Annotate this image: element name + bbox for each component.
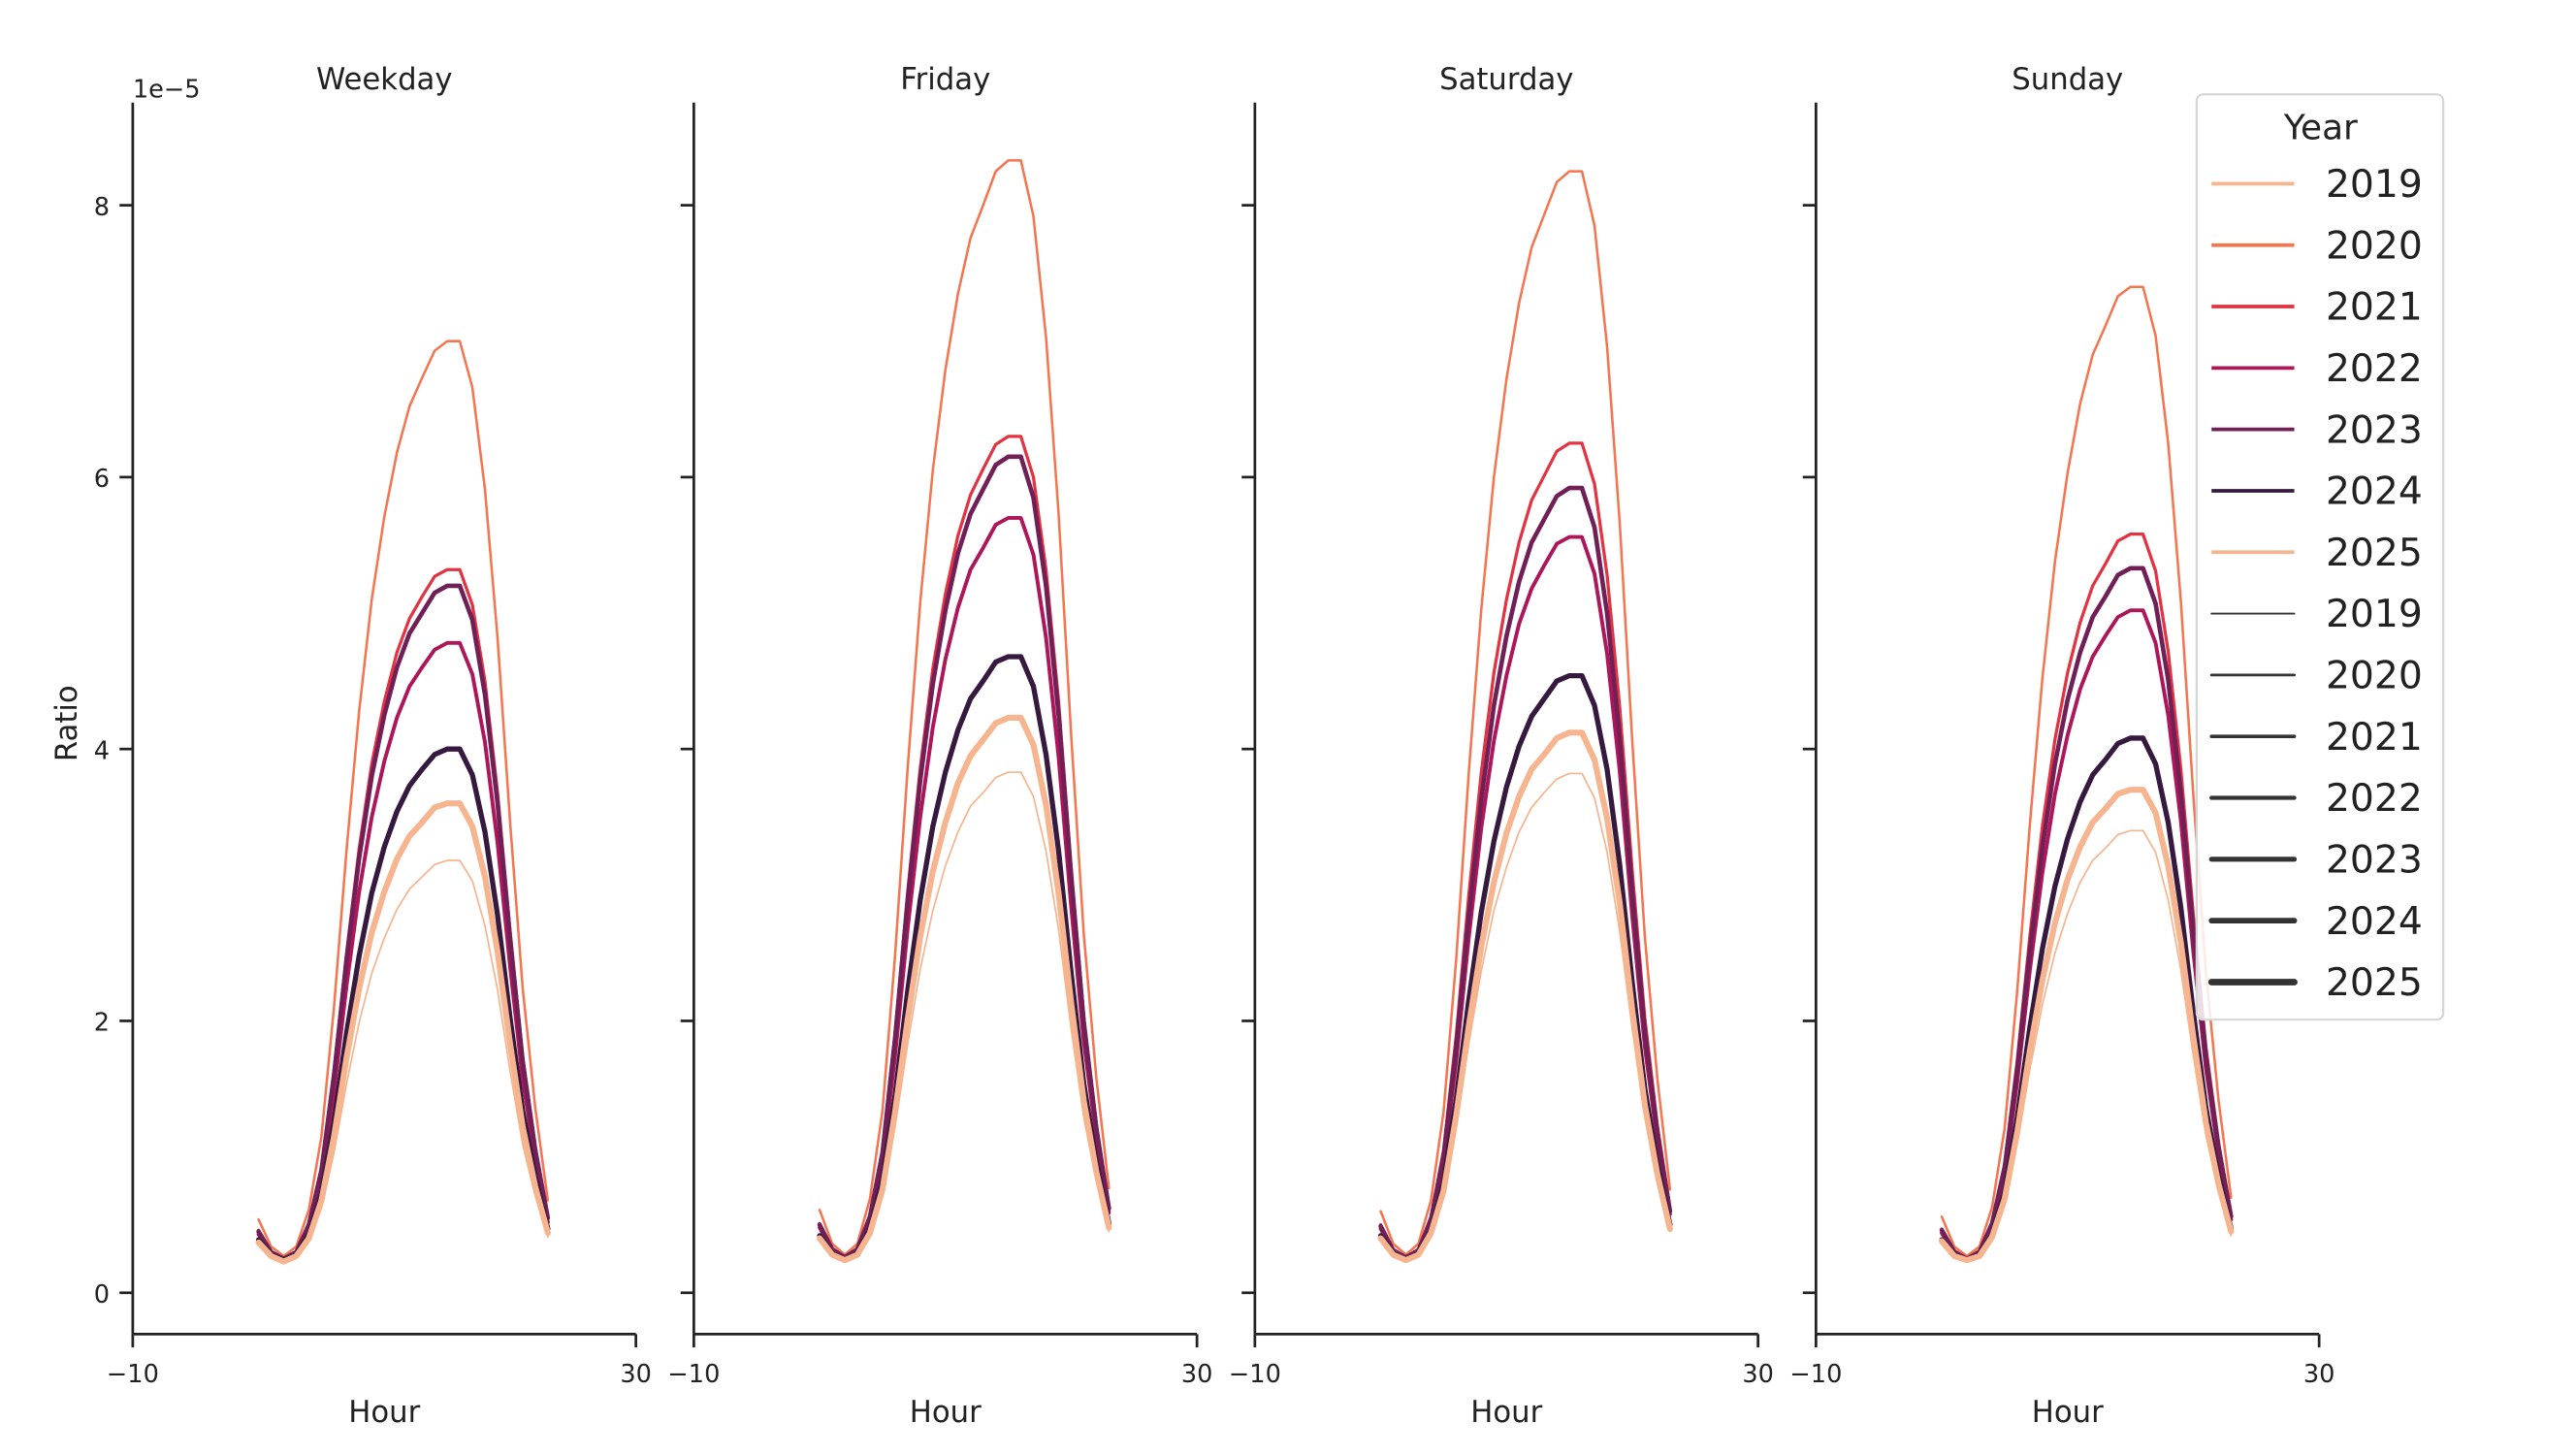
y-tick-label: 0 xyxy=(94,1280,110,1310)
y-tick-label: 6 xyxy=(94,465,110,494)
legend-label: 2020 xyxy=(2326,224,2423,268)
legend-label: 2022 xyxy=(2326,777,2423,821)
y-scale-label: 1e−5 xyxy=(133,76,201,105)
series-line-2023 xyxy=(817,454,1111,1260)
x-axis-label: Hour xyxy=(348,1395,420,1430)
x-tick-label: 30 xyxy=(2303,1360,2335,1389)
legend-label: 2020 xyxy=(2326,655,2423,698)
series-line-2020 xyxy=(1940,285,2233,1258)
legend-label: 2019 xyxy=(2326,593,2423,636)
x-axis-label: Hour xyxy=(910,1395,982,1430)
legend-item-hue-2025: 2025 xyxy=(2211,532,2423,575)
series-line-2023 xyxy=(256,583,551,1262)
legend: Year 2019 2020 2021 2022 2023 2024 2025 2019 2020… xyxy=(2195,93,2445,1021)
series-line-2023 xyxy=(1378,485,1673,1260)
series-line-2023 xyxy=(1939,566,2234,1262)
legend-item-hue-2020: 2020 xyxy=(2211,224,2423,268)
legend-label: 2023 xyxy=(2326,838,2423,882)
legend-item-size-2022: 2022 xyxy=(2209,777,2423,821)
legend-item-hue-2024: 2024 xyxy=(2211,470,2423,514)
series-line-2025 xyxy=(816,714,1112,1264)
legend-label: 2025 xyxy=(2326,961,2423,1005)
series-line-2025 xyxy=(255,800,551,1265)
series-line-2025 xyxy=(1377,729,1673,1264)
legend-item-size-2024: 2024 xyxy=(2208,900,2423,944)
legend-item-size-2021: 2021 xyxy=(2209,716,2423,760)
x-axis-label: Hour xyxy=(1470,1395,1542,1430)
facet-panel-saturday: Saturday −10 30 Hour xyxy=(1229,62,1774,1430)
legend-item-hue-2022: 2022 xyxy=(2211,347,2423,391)
legend-item-size-2023: 2023 xyxy=(2208,838,2423,882)
y-axis-label: Ratio xyxy=(49,685,84,761)
x-tick-label: 30 xyxy=(620,1360,652,1389)
legend-label: 2024 xyxy=(2326,900,2423,944)
panel-title: Saturday xyxy=(1439,62,1573,97)
panel-title: Sunday xyxy=(2012,62,2123,97)
legend-item-size-2025: 2025 xyxy=(2207,961,2423,1005)
x-tick-label: 30 xyxy=(1742,1360,1774,1389)
series-line-2020 xyxy=(818,159,1111,1256)
series-line-2025 xyxy=(1938,787,2235,1264)
panel-title: Weekday xyxy=(316,62,453,97)
series-line-2020 xyxy=(257,340,550,1258)
legend-label: 2021 xyxy=(2326,716,2423,760)
legend-box xyxy=(2195,93,2445,1021)
y-tick-label: 8 xyxy=(94,193,110,222)
legend-title: Year xyxy=(2283,108,2358,147)
x-tick-label: −10 xyxy=(1789,1360,1842,1389)
legend-label: 2022 xyxy=(2326,347,2423,391)
facet-panel-friday: Friday −10 30 Hour xyxy=(667,62,1212,1430)
legend-item-hue-2019: 2019 xyxy=(2211,163,2423,207)
legend-item-hue-2021: 2021 xyxy=(2211,286,2423,330)
legend-label: 2024 xyxy=(2326,470,2423,514)
legend-item-hue-2023: 2023 xyxy=(2211,408,2423,452)
legend-label: 2023 xyxy=(2326,408,2423,452)
panel-title: Friday xyxy=(900,62,990,97)
x-axis-label: Hour xyxy=(2032,1395,2104,1430)
facet-panel-weekday: Weekday 0 2 4 6 8 −10 30 Hour xyxy=(94,62,652,1430)
legend-label: 2025 xyxy=(2326,532,2423,575)
legend-item-size-2019: 2019 xyxy=(2210,593,2423,636)
x-tick-label: 30 xyxy=(1181,1360,1213,1389)
y-tick-label: 4 xyxy=(94,736,110,765)
x-tick-label: −10 xyxy=(107,1360,159,1389)
facet-panel-sunday: Sunday −10 30 Hour xyxy=(1789,62,2334,1430)
legend-label: 2021 xyxy=(2326,286,2423,330)
legend-label: 2019 xyxy=(2326,163,2423,207)
series-line-2020 xyxy=(1379,170,1672,1256)
x-tick-label: −10 xyxy=(1229,1360,1281,1389)
y-tick-label: 2 xyxy=(94,1009,110,1038)
legend-item-size-2020: 2020 xyxy=(2209,655,2423,698)
x-tick-label: −10 xyxy=(667,1360,720,1389)
